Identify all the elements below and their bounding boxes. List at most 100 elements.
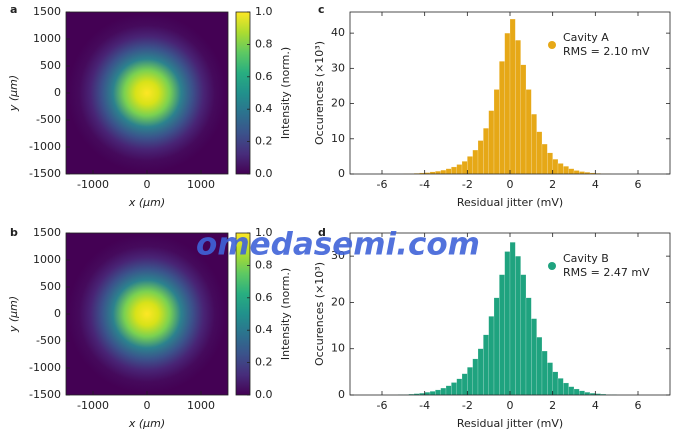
legend-marker: [548, 262, 556, 270]
histogram-bar: [520, 274, 527, 396]
histogram-bar: [563, 382, 569, 396]
x-tick-label: 0: [507, 399, 514, 412]
colorbar-tick-label: 0.8: [255, 258, 273, 271]
y-tick-label: 1000: [33, 32, 61, 45]
histogram-bar: [451, 166, 457, 175]
histogram-bar: [525, 89, 532, 175]
x-tick-label: 4: [592, 399, 599, 412]
histogram-bar: [461, 161, 468, 175]
y-tick-label: 20: [331, 97, 345, 110]
colorbar-label: Intensity (norm.): [279, 47, 292, 139]
y-tick-label: 30: [331, 61, 345, 74]
x-axis-label: Residual jitter (mV): [457, 196, 563, 209]
histogram-bar: [472, 149, 479, 175]
histogram-bar: [456, 164, 463, 175]
y-tick-label: 10: [331, 132, 345, 145]
histogram-bar: [499, 274, 505, 396]
x-axis-label: Residual jitter (mV): [457, 417, 563, 430]
histogram-bar: [483, 128, 489, 175]
colorbar-tick-label: 0.2: [255, 135, 273, 148]
y-tick-label: 500: [40, 59, 61, 72]
histogram-bar: [509, 242, 516, 396]
histogram-bar: [429, 391, 436, 396]
histogram-bar: [531, 113, 537, 175]
panel-label: d: [318, 226, 326, 239]
histogram-bar: [520, 64, 527, 175]
histogram-bar: [504, 32, 511, 175]
intensity-map: [66, 12, 228, 174]
histogram-bar: [584, 392, 591, 396]
x-tick-label: 6: [635, 399, 642, 412]
annotation: RMS = 2.10 mV: [563, 45, 650, 58]
histogram-bar: [536, 131, 543, 175]
histogram-bar: [461, 373, 468, 396]
histogram-bar: [541, 350, 548, 396]
x-tick-label: 1000: [187, 178, 215, 191]
y-tick-label: -1500: [29, 388, 61, 401]
x-tick-label: -1000: [77, 399, 109, 412]
histogram-bar: [483, 334, 489, 396]
histogram-bar: [509, 18, 516, 175]
legend-label: Cavity A: [563, 31, 609, 44]
histogram-bar: [525, 297, 532, 396]
colorbar-tick-label: 0.6: [255, 70, 273, 83]
histogram-bar: [536, 336, 543, 396]
colorbar-tick-label: 0.4: [255, 323, 273, 336]
histogram-bar: [435, 389, 441, 396]
colorbar-label: Intensity (norm.): [279, 268, 292, 360]
histogram-bar: [435, 171, 441, 175]
y-tick-label: 20: [331, 295, 345, 308]
histogram-bar: [531, 318, 537, 396]
colorbar-tick-label: 0.4: [255, 102, 273, 115]
x-tick-label: -2: [462, 399, 473, 412]
y-tick-label: 500: [40, 280, 61, 293]
colorbar-tick-label: 1.0: [255, 5, 273, 18]
panel-label: a: [10, 3, 17, 16]
y-axis-label: y (μm): [7, 75, 20, 112]
histogram-bar: [467, 367, 473, 396]
annotation: RMS = 2.47 mV: [563, 266, 650, 279]
histogram-bar: [472, 358, 479, 396]
panel-label: c: [318, 3, 325, 16]
histogram-bar: [504, 251, 511, 396]
y-tick-label: 1000: [33, 253, 61, 266]
colorbar-tick-label: 0.0: [255, 167, 273, 180]
histogram-bar: [552, 371, 559, 396]
histogram-bar: [445, 385, 452, 396]
colorbar-tick-label: 0.8: [255, 37, 273, 50]
colorbar: [235, 232, 251, 396]
histogram-bar: [499, 61, 505, 175]
histogram-bar: [563, 166, 569, 175]
y-tick-label: 10: [331, 342, 345, 355]
x-tick-label: -6: [377, 399, 388, 412]
histogram-bar: [477, 348, 484, 396]
colorbar-tick-label: 0.0: [255, 388, 273, 401]
x-tick-label: 0: [144, 399, 151, 412]
x-tick-label: 4: [592, 178, 599, 191]
x-tick-label: 6: [635, 178, 642, 191]
y-tick-label: 1500: [33, 226, 61, 239]
watermark: omedasemi.com: [196, 227, 480, 263]
y-tick-label: -1000: [29, 140, 61, 153]
x-tick-label: 1000: [187, 399, 215, 412]
y-tick-label: 0: [338, 388, 345, 401]
histogram-bar: [573, 170, 580, 175]
x-tick-label: -4: [419, 178, 430, 191]
x-tick-label: 2: [549, 399, 556, 412]
x-tick-label: -1000: [77, 178, 109, 191]
histogram-bar: [557, 378, 564, 396]
histogram-bar: [579, 390, 585, 396]
histogram-bar: [541, 143, 548, 175]
colorbar-tick-label: 0.6: [255, 291, 273, 304]
histogram-bar: [568, 386, 575, 396]
colorbar-tick-label: 0.2: [255, 356, 273, 369]
x-tick-label: 0: [507, 178, 514, 191]
panel-label: b: [10, 226, 18, 239]
histogram-bar: [451, 382, 457, 396]
histogram-bar: [557, 163, 564, 175]
y-tick-label: 40: [331, 26, 345, 39]
histogram-bar: [488, 316, 495, 396]
histogram-bar: [568, 168, 575, 175]
x-axis-label: x (μm): [128, 196, 165, 209]
